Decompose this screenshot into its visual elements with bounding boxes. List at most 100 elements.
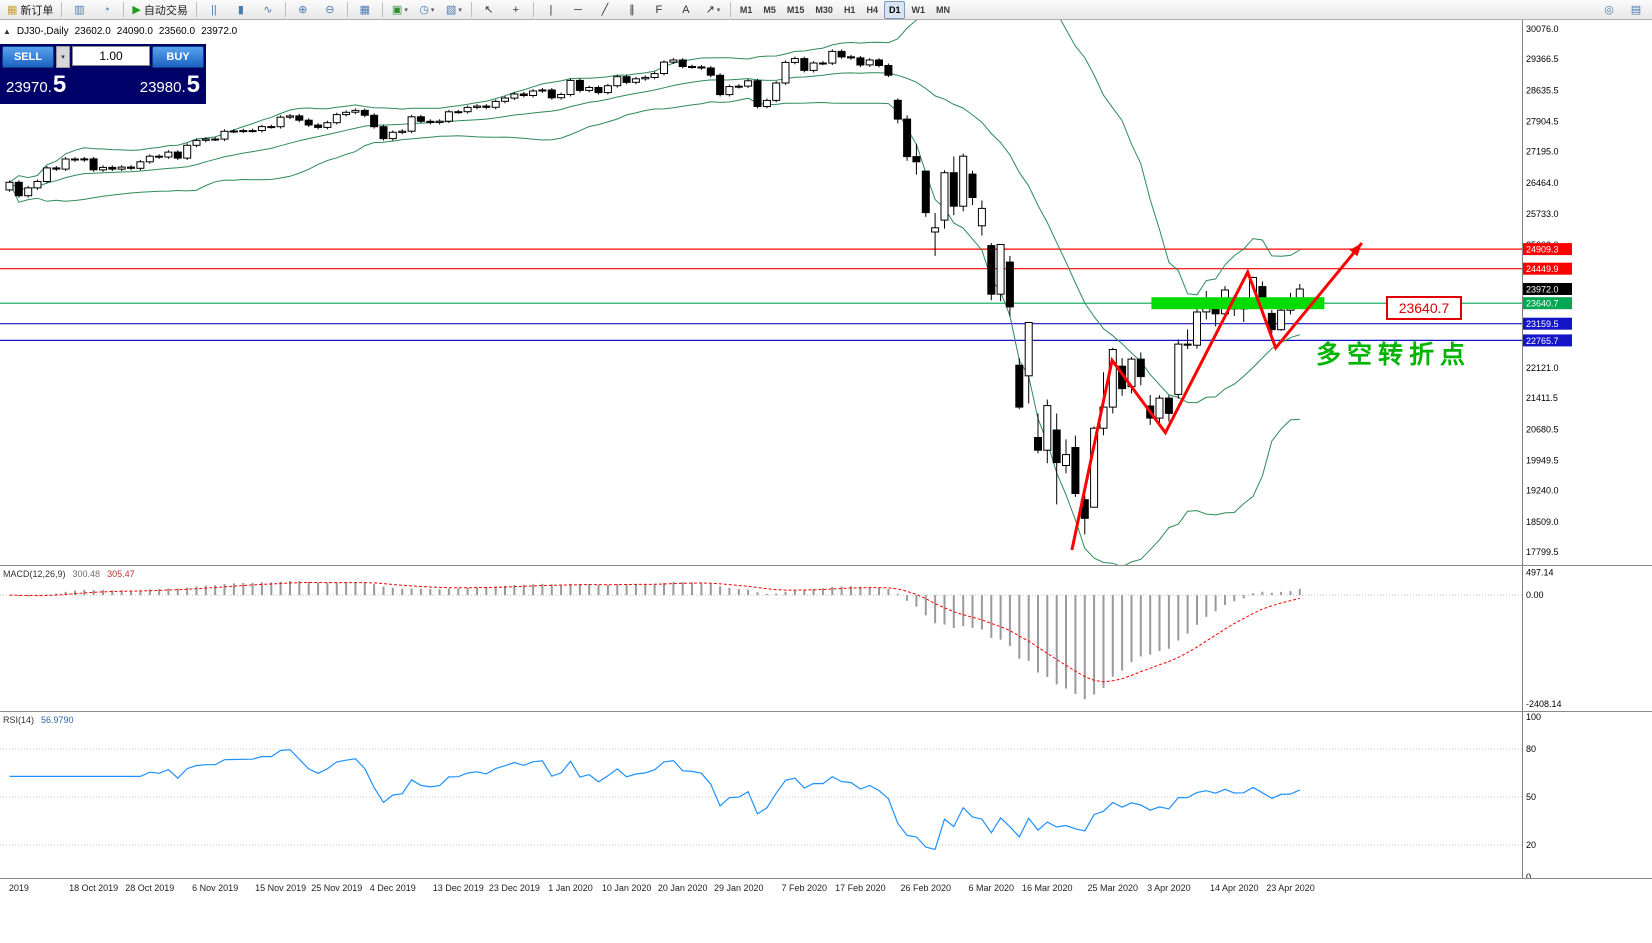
line-chart-icon: ∿ bbox=[263, 4, 273, 16]
chevron-down-icon: ▾ bbox=[458, 6, 462, 14]
date-label: 25 Mar 2020 bbox=[1087, 883, 1139, 893]
timeframe-m15[interactable]: M15 bbox=[786, 4, 805, 15]
date-label: 17 Feb 2020 bbox=[835, 883, 886, 893]
toolbar-separator bbox=[195, 2, 197, 17]
candles[interactable] bbox=[5, 49, 1304, 535]
toolbar-separator bbox=[470, 2, 472, 17]
community-button[interactable]: ◔ bbox=[93, 1, 119, 19]
rsi-axis[interactable]: 100 80 50 20 0 bbox=[1522, 712, 1542, 882]
svg-text:17799.5: 17799.5 bbox=[1526, 547, 1559, 557]
svg-text:24909.3: 24909.3 bbox=[1526, 245, 1559, 255]
date-label: 4 Dec 2019 bbox=[369, 883, 416, 893]
autotrading-icon: ▶ bbox=[132, 4, 141, 16]
macd-canvas[interactable]: 497.14 0.00 -2408.14 bbox=[0, 566, 1652, 712]
main-chart-panel[interactable]: 30076.0 29366.5 28635.5 27904.5 27195.0 26464… bbox=[0, 20, 1652, 566]
timeframe-mn[interactable]: MN bbox=[935, 4, 950, 15]
turning-point-note[interactable]: 多空转折点 bbox=[1316, 341, 1472, 369]
toolbar-separator bbox=[284, 2, 286, 17]
zoom-out-icon: ⊖ bbox=[325, 4, 335, 16]
one-click-collapse-icon[interactable]: ▲ bbox=[3, 27, 11, 36]
svg-text:100: 100 bbox=[1526, 712, 1541, 722]
search-icon: ◎ bbox=[1604, 4, 1614, 16]
rsi-value: 56.9790 bbox=[41, 715, 74, 725]
chevron-down-icon: ▾ bbox=[404, 6, 408, 14]
svg-text:23640.7: 23640.7 bbox=[1526, 299, 1559, 309]
candlestick-button[interactable]: ▮ bbox=[228, 1, 254, 19]
timeframe-h4[interactable]: H4 bbox=[866, 4, 878, 15]
rsi-panel[interactable]: 100 80 50 20 0 bbox=[0, 712, 1652, 882]
timeframe-m5[interactable]: M5 bbox=[763, 4, 776, 15]
toolbar-separator bbox=[123, 2, 125, 17]
horizontal-line-button[interactable]: ─ bbox=[565, 1, 591, 19]
main-chart-canvas[interactable]: 30076.0 29366.5 28635.5 27904.5 27195.0 26464… bbox=[0, 20, 1652, 566]
text-button[interactable]: A bbox=[673, 1, 699, 19]
toolbar-separator bbox=[532, 2, 534, 17]
sell-price-pip: 5 bbox=[52, 71, 67, 98]
search-button[interactable]: ◎ bbox=[1596, 1, 1622, 19]
profiles-button[interactable]: ◷ ▾ bbox=[414, 1, 440, 19]
timeframe-m30[interactable]: M30 bbox=[815, 4, 833, 15]
new-order-icon: ▦ bbox=[7, 4, 18, 16]
price-flag-annotation[interactable]: 23640.7 bbox=[1386, 296, 1462, 320]
zoom-in-button[interactable]: ⊕ bbox=[290, 1, 316, 19]
volume-dropdown[interactable]: ▾ bbox=[56, 46, 70, 68]
svg-text:19240.0: 19240.0 bbox=[1526, 486, 1559, 496]
window-list-button[interactable]: ▤ bbox=[1623, 1, 1649, 19]
chart-header: ▲ DJ30-,Daily 23602.0 24090.0 23560.0 23… bbox=[3, 26, 237, 37]
toolbar-separator bbox=[729, 2, 731, 17]
new-order-button[interactable]: ▦ 新订单 bbox=[3, 1, 57, 19]
svg-text:25733.0: 25733.0 bbox=[1526, 209, 1559, 219]
svg-text:-2408.14: -2408.14 bbox=[1526, 699, 1562, 709]
date-label: 14 Apr 2020 bbox=[1210, 883, 1259, 893]
buy-button[interactable]: BUY bbox=[152, 46, 204, 68]
chevron-down-icon: ▾ bbox=[716, 6, 721, 14]
tile-windows-button[interactable]: ▦ bbox=[352, 1, 378, 19]
sell-price[interactable]: 23970. 5 bbox=[6, 73, 66, 97]
timeframe-m1[interactable]: M1 bbox=[739, 4, 753, 15]
date-label: 28 Oct 2019 bbox=[125, 883, 175, 893]
buy-price-main: 23980. bbox=[139, 79, 186, 96]
fibonacci-button[interactable]: F bbox=[646, 1, 672, 19]
volume-input[interactable] bbox=[72, 46, 150, 66]
charts-bar-icon: ▥ bbox=[74, 4, 85, 16]
date-label: 18 Oct 2019 bbox=[69, 883, 119, 893]
vertical-line-button[interactable]: | bbox=[538, 1, 564, 19]
price-axis[interactable]: 30076.0 29366.5 28635.5 27904.5 27195.0 26464… bbox=[1522, 20, 1573, 566]
trendline-button[interactable]: ╱ bbox=[592, 1, 618, 19]
buy-price[interactable]: 23980. 5 bbox=[140, 73, 200, 97]
timeframe-w1[interactable]: W1 bbox=[911, 4, 925, 15]
community-icon: ◔ bbox=[103, 3, 110, 16]
zoom-out-button[interactable]: ⊖ bbox=[317, 1, 343, 19]
ohlc-open: 23602.0 bbox=[74, 26, 111, 37]
cursor-icon: ↖ bbox=[484, 4, 494, 16]
ohlc-low: 23560.0 bbox=[158, 26, 196, 37]
svg-text:80: 80 bbox=[1526, 744, 1536, 754]
svg-text:23159.5: 23159.5 bbox=[1526, 319, 1559, 329]
macd-panel[interactable]: 497.14 0.00 -2408.14 bbox=[0, 566, 1652, 712]
new-chart-button[interactable]: ▣ ▾ bbox=[387, 1, 413, 19]
macd-axis[interactable]: 497.14 0.00 -2408.14 bbox=[1522, 566, 1562, 712]
crosshair-icon: + bbox=[512, 3, 520, 16]
bollinger-middle bbox=[9, 72, 1300, 404]
date-axis[interactable]: 2019 18 Oct 2019 28 Oct 2019 6 Nov 2019 15 N… bbox=[0, 878, 1652, 897]
timeframe-h1[interactable]: H1 bbox=[843, 4, 856, 15]
date-label: 23 Apr 2020 bbox=[1266, 883, 1315, 893]
sell-button[interactable]: SELL bbox=[2, 46, 54, 68]
cursor-button[interactable]: ↖ bbox=[476, 1, 502, 19]
svg-text:26464.0: 26464.0 bbox=[1526, 178, 1559, 188]
line-chart-button[interactable]: ∿ bbox=[255, 1, 281, 19]
rsi-canvas[interactable]: 100 80 50 20 0 bbox=[0, 712, 1652, 882]
svg-text:27195.0: 27195.0 bbox=[1526, 147, 1559, 157]
bar-chart-button[interactable]: || bbox=[201, 1, 227, 19]
timeframe-d1[interactable]: D1 bbox=[883, 0, 906, 19]
autotrading-button[interactable]: ▶ 自动交易 bbox=[128, 1, 191, 19]
date-label: 20 Jan 2020 bbox=[657, 883, 708, 893]
channel-button[interactable]: ∥ bbox=[619, 1, 645, 19]
arrows-button[interactable]: ↗ ▾ bbox=[700, 1, 726, 19]
crosshair-button[interactable]: + bbox=[503, 1, 529, 19]
charts-bar-button[interactable]: ▥ bbox=[66, 1, 92, 19]
tile-windows-icon: ▦ bbox=[359, 4, 371, 16]
templates-button[interactable]: ▧ ▾ bbox=[441, 1, 467, 19]
ohlc-close: 23972.0 bbox=[201, 26, 238, 37]
svg-text:0.00: 0.00 bbox=[1526, 590, 1544, 600]
